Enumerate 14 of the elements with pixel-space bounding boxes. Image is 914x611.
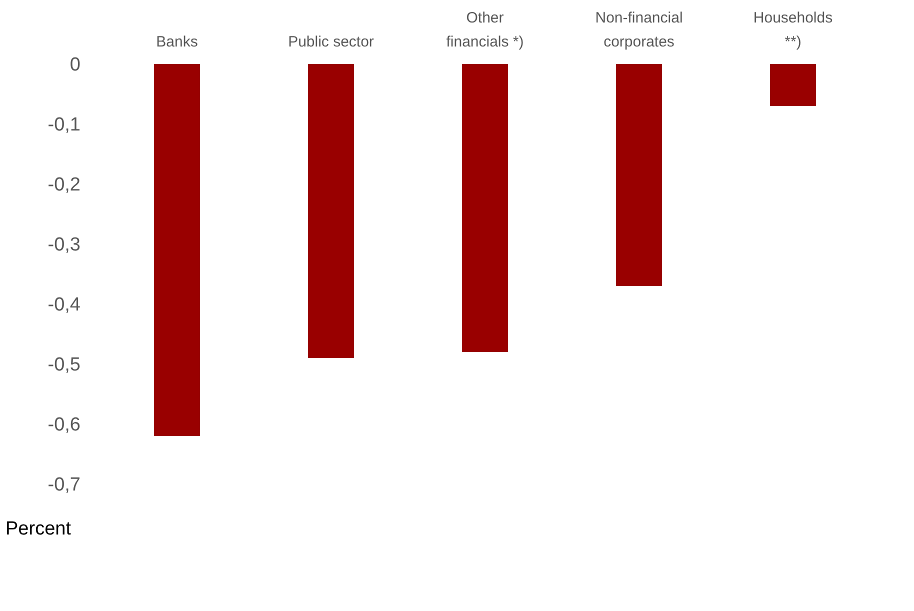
y-tick-label: 0 (70, 54, 80, 76)
x-tick-label: Households **) (753, 10, 833, 50)
y-tick-label: -0,4 (48, 294, 81, 316)
y-tick-label: -0,5 (48, 354, 80, 376)
x-tick-label: Other financials *) (446, 10, 524, 50)
y-tick-label: -0,7 (48, 474, 80, 496)
y-tick-label: -0,6 (48, 414, 80, 436)
y-tick-label: -0,2 (48, 174, 80, 196)
y-tick-label: -0,3 (48, 234, 80, 256)
y-axis-title: Percent (6, 518, 72, 540)
x-tick-label: Public sector (288, 34, 374, 50)
y-tick-label: -0,1 (48, 114, 80, 136)
x-tick-label: Non-financial corporates (595, 10, 683, 50)
x-tick-label: Banks (156, 34, 198, 50)
